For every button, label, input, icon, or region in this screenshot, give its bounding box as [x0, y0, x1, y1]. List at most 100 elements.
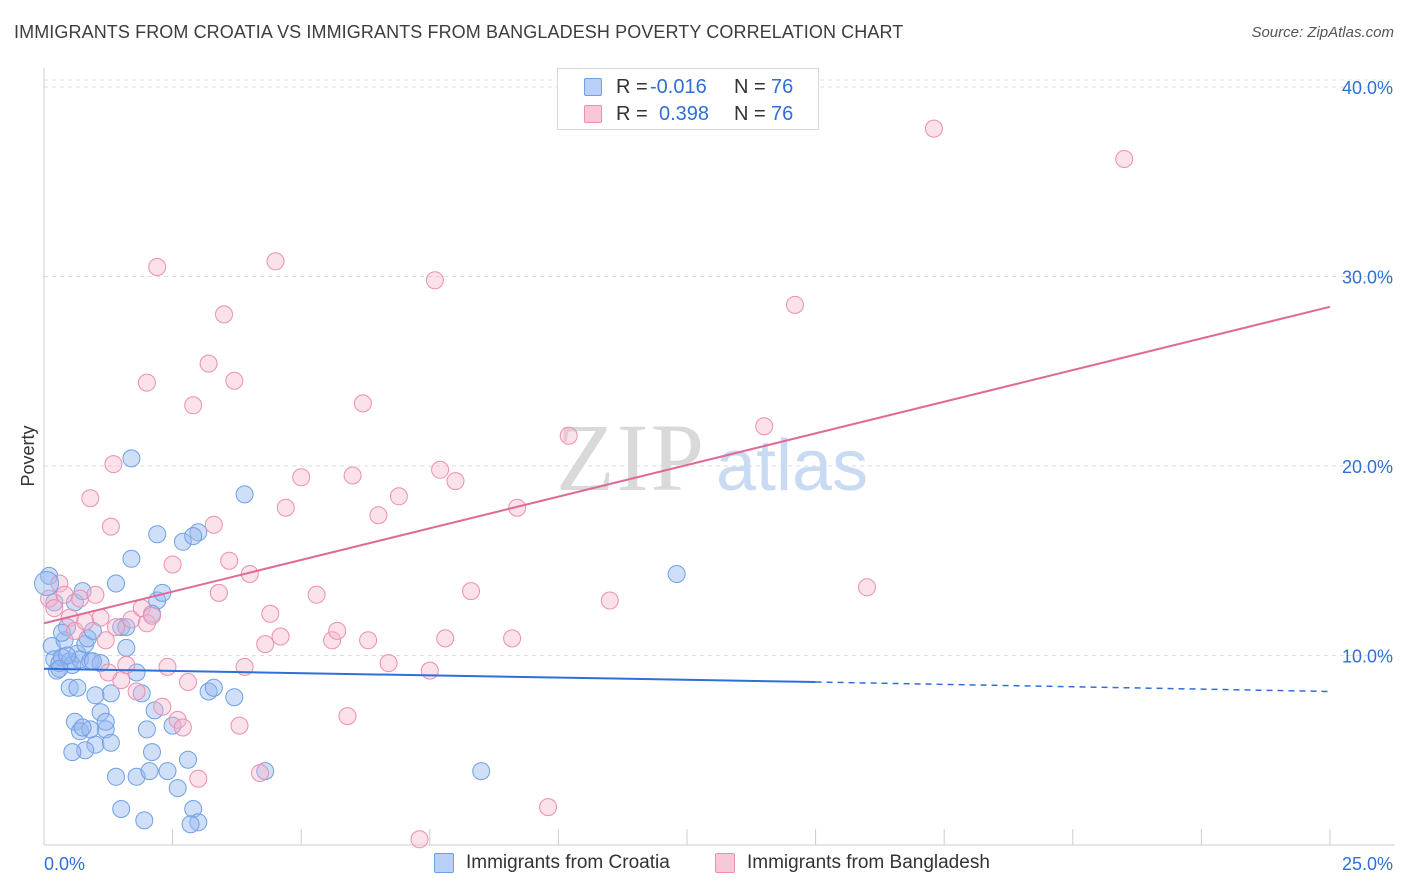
bangladesh-point: [266, 252, 285, 271]
bangladesh-point: [137, 373, 156, 392]
bangladesh-point: [600, 591, 619, 610]
croatia-point: [127, 663, 146, 682]
bangladesh-point: [420, 661, 439, 680]
croatia-point: [143, 743, 161, 762]
bangladesh-point: [184, 396, 203, 415]
bangladesh-point: [55, 585, 74, 604]
y-tick-label: 20.0%: [1342, 457, 1393, 477]
croatia-point: [83, 621, 102, 640]
bottom-legend-swatch-croatia: [434, 853, 454, 873]
croatia-point: [184, 800, 203, 818]
bangladesh-point: [786, 295, 804, 314]
bangladesh-point: [462, 582, 480, 601]
croatia-point: [181, 815, 200, 834]
croatia-point: [235, 485, 254, 504]
bangladesh-point: [96, 631, 115, 650]
legend-row-croatia: R = -0.016 N = 76: [558, 73, 818, 101]
bangladesh-point: [410, 830, 429, 849]
bottom-legend-label-croatia: Immigrants from Croatia: [466, 852, 670, 873]
bangladesh-point: [220, 551, 239, 570]
bangladesh-point: [104, 455, 123, 474]
bangladesh-point: [292, 468, 311, 487]
croatia-point: [81, 720, 100, 739]
bangladesh-point: [924, 119, 943, 138]
bangladesh-point: [86, 585, 105, 604]
bangladesh-point: [369, 506, 388, 525]
croatia-point: [101, 684, 120, 703]
bangladesh-point: [307, 585, 326, 604]
bottom-legend-label-bangladesh: Immigrants from Bangladesh: [747, 852, 990, 873]
legend-swatch-bangladesh: [584, 105, 602, 123]
bangladesh-point: [328, 621, 347, 640]
legend-n-label: N =: [734, 103, 766, 125]
bangladesh-trendline: [43, 305, 1331, 625]
bangladesh-point: [127, 682, 146, 701]
bangladesh-point: [163, 555, 182, 574]
bangladesh-point: [158, 657, 177, 676]
watermark: ZIP atlas: [556, 404, 868, 511]
bangladesh-point: [261, 604, 280, 623]
bottom-legend-swatch-bangladesh: [715, 853, 735, 873]
croatia-point: [96, 712, 115, 731]
bangladesh-point: [755, 417, 774, 436]
croatia-point: [86, 686, 105, 705]
croatia-point: [189, 813, 208, 832]
croatia-point: [117, 638, 136, 657]
x-tick-label: 25.0%: [1342, 854, 1393, 874]
bangladesh-point: [148, 258, 167, 276]
legend-r-label: R =: [616, 76, 648, 98]
tick-labels: 10.0% 20.0% 30.0% 40.0% 0.0% 25.0%: [44, 78, 1393, 874]
croatia-point: [122, 449, 141, 468]
bangladesh-point: [225, 371, 244, 390]
legend-r-value: -0.016: [650, 76, 707, 98]
bangladesh-point: [338, 707, 357, 726]
bangladesh-point: [436, 629, 455, 648]
croatia-point: [96, 720, 115, 739]
bangladesh-point: [389, 487, 408, 506]
bangladesh-point: [1115, 150, 1134, 168]
bangladesh-point: [179, 673, 197, 691]
legend-r-value: 0.398: [659, 103, 710, 125]
bangladesh-point: [189, 769, 208, 788]
bangladesh-point: [99, 663, 118, 682]
bangladesh-point: [143, 606, 161, 625]
bangladesh-point: [559, 426, 578, 445]
bangladesh-point: [353, 394, 372, 413]
bangladesh-point: [446, 472, 465, 491]
y-tick-label: 40.0%: [1342, 78, 1393, 98]
bangladesh-point: [122, 610, 141, 629]
bangladesh-point: [359, 631, 378, 650]
bangladesh-point: [503, 629, 522, 648]
chart-title: IMMIGRANTS FROM CROATIA VS IMMIGRANTS FR…: [14, 22, 904, 42]
croatia-point: [168, 779, 187, 798]
legend-r-label: R =: [616, 103, 648, 125]
bangladesh-point: [858, 578, 876, 597]
y-axis-label: Poverty: [18, 425, 38, 486]
croatia-point: [225, 688, 244, 707]
croatia-point: [58, 646, 77, 665]
bangladesh-point: [45, 599, 64, 618]
legend-n-value: 76: [771, 103, 794, 125]
bangladesh-point: [539, 798, 558, 817]
bangladesh-point: [209, 583, 228, 602]
croatia-point: [148, 525, 167, 544]
croatia-trendline: [43, 667, 816, 684]
bangladesh-point: [40, 589, 59, 608]
bangladesh-point: [431, 460, 450, 479]
croatia-point: [34, 570, 60, 596]
y-tick-label: 10.0%: [1342, 646, 1393, 666]
croatia-point: [158, 762, 177, 781]
croatia-point: [60, 678, 79, 697]
croatia-point: [173, 532, 192, 551]
trendlines: [43, 305, 1331, 693]
legend-n-label: N =: [734, 76, 766, 98]
legend-n-value: 76: [771, 76, 794, 98]
bangladesh-point: [251, 764, 269, 782]
croatia-point: [137, 720, 156, 739]
bangladesh-point: [271, 627, 290, 646]
bangladesh-point: [81, 489, 100, 508]
bangladesh-point: [71, 589, 89, 608]
bangladesh-point: [256, 635, 275, 654]
x-tick-label: 0.0%: [44, 854, 85, 874]
